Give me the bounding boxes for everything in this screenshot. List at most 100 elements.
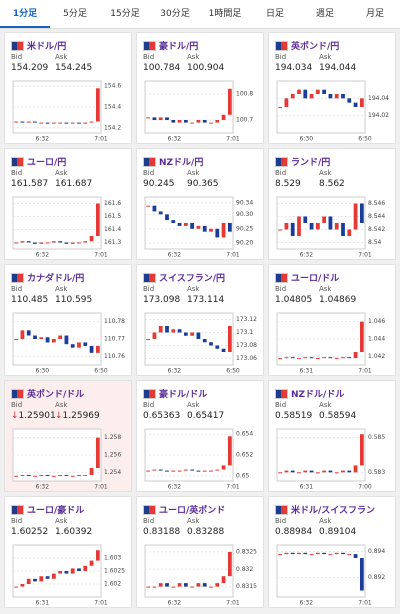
pair-name[interactable]: ランド/円 (291, 158, 331, 168)
x-tick-label: 6:31 (300, 368, 314, 375)
tab[interactable]: 30分足 (160, 9, 190, 19)
pair-name[interactable]: スイスフラン/円 (159, 274, 226, 284)
candle (359, 203, 364, 223)
pair-name[interactable]: カナダドル/円 (27, 274, 85, 284)
ask-price-box: 0.65417 (187, 411, 224, 421)
rate-card[interactable]: スイスフラン/円 Bid Ask 173.098 173.114 173.12 173.1 1… (136, 264, 264, 376)
y-tick-label: 161.4 (104, 226, 121, 233)
rate-card[interactable]: 英ポンド/ドル Bid Ask ↓1.25901 ↓1.25969 1.258 1.256 1… (4, 380, 132, 492)
pair-name[interactable]: 米ドル/円 (27, 42, 67, 52)
rate-card[interactable]: 米ドル/円 Bid Ask 154.209 154.245 154.6 154.4 154.2… (4, 32, 132, 144)
ask-price: 161.687 (55, 179, 93, 189)
x-tick-label: 6:32 (168, 252, 182, 259)
plot-frame (12, 196, 102, 250)
candle (39, 122, 44, 124)
y-tick-label: 0.654 (236, 431, 253, 438)
mini-chart: 0.654 0.652 0.65 6:32 7:01 (144, 428, 253, 491)
pair-name[interactable]: 英ポンド/ドル (27, 390, 85, 400)
candle (146, 339, 151, 340)
ask-label: Ask (55, 285, 68, 293)
tab[interactable]: 月足 (365, 9, 384, 19)
candle (309, 470, 314, 473)
flag-icon (143, 273, 156, 283)
bid-label: Bid (11, 285, 23, 293)
x-tick-label: 7:01 (94, 136, 108, 143)
rate-card[interactable]: 豪ドル/ドル Bid Ask 0.65363 0.65417 0.654 0.652 0.65… (136, 380, 264, 492)
flag-icon (11, 389, 24, 399)
rate-card[interactable]: ランド/円 Bid Ask 8.529 8.562 8.546 8.544 8.542 8.54… (268, 148, 396, 260)
flag-icon (11, 273, 24, 283)
candle (347, 98, 352, 103)
candle (33, 335, 37, 339)
pair-name[interactable]: ユーロ/円 (27, 158, 67, 168)
y-tick-label: 173.12 (236, 316, 257, 323)
rate-card[interactable]: ユーロ/ドル Bid Ask 1.04805 1.04869 1.046 1.044 1.04… (268, 264, 396, 376)
tab[interactable]: 週足 (315, 9, 334, 19)
candle (221, 576, 226, 584)
tab[interactable]: 日足 (265, 9, 284, 19)
ask-price: 0.89104 (319, 527, 357, 537)
candle (171, 329, 176, 333)
candle (297, 552, 301, 555)
mini-chart: 110.78 110.77 110.76 6:30 6:50 (12, 312, 125, 375)
candle (183, 223, 188, 226)
ask-label: Ask (187, 169, 200, 177)
candle (322, 552, 327, 555)
mini-chart: 173.12 173.1 173.08 173.06 6:32 6:50 (144, 312, 257, 375)
x-tick-label: 7:01 (226, 136, 240, 143)
x-tick-label: 7:01 (94, 252, 108, 259)
x-tick-label: 6:32 (168, 484, 182, 491)
pair-name[interactable]: 豪ドル/円 (159, 42, 199, 52)
rate-card[interactable]: カナダドル/円 Bid Ask 110.485 110.595 110.78 110.77 1… (4, 264, 132, 376)
candle (14, 586, 19, 588)
candle (347, 229, 352, 236)
bid-price: 90.245 (143, 179, 175, 189)
y-tick-label: 161.5 (104, 213, 121, 220)
x-tick-label: 6:32 (168, 368, 182, 375)
ask-label: Ask (319, 401, 332, 409)
x-tick-label: 7:01 (358, 600, 372, 607)
bid-price: 8.529 (275, 179, 301, 189)
candle (26, 121, 31, 123)
candle (322, 216, 327, 223)
tab[interactable]: 1時間足 (208, 9, 242, 19)
bid-price: 154.209 (11, 63, 49, 73)
candle (303, 357, 308, 359)
candle (309, 357, 314, 359)
candle (190, 223, 195, 229)
y-tick-label: 100.7 (236, 117, 253, 124)
pair-name[interactable]: 米ドル/スイスフラン (291, 506, 376, 516)
candle (64, 474, 69, 476)
rate-card[interactable]: 米ドル/スイスフラン Bid Ask 0.88984 0.89104 0.894 0.892… (268, 496, 396, 608)
candle (95, 550, 100, 561)
flag-stripe (149, 42, 155, 50)
ask-label: Ask (319, 53, 332, 61)
tab[interactable]: 5分足 (63, 9, 87, 19)
bid-label: Bid (275, 285, 287, 293)
rate-card[interactable]: 豪ドル/円 Bid Ask 100.784 100.904 100.8 100.7 6:32 7… (136, 32, 264, 144)
bid-label: Bid (275, 169, 287, 177)
rate-card[interactable]: ユーロ/英ポンド Bid Ask 0.83188 0.83288 0.8325 0.832 0… (136, 496, 264, 608)
rate-card[interactable]: NZドル/ドル Bid Ask 0.58519 0.58594 0.585 0.583 6:3… (268, 380, 396, 492)
flag-stripe (149, 390, 155, 398)
rate-card[interactable]: ユーロ/豪ドル Bid Ask 1.60252 1.60392 1.603 1.6025 1.… (4, 496, 132, 608)
tab[interactable]: 15分足 (110, 9, 140, 19)
bid-price: 110.485 (11, 295, 49, 305)
pair-name[interactable]: ユーロ/ドル (291, 274, 340, 284)
pair-name[interactable]: ユーロ/豪ドル (27, 506, 85, 516)
rate-card[interactable]: ユーロ/円 Bid Ask 161.587 161.687 161.6 161.5 161.4… (4, 148, 132, 260)
candle (196, 332, 201, 339)
pair-name[interactable]: 豪ドル/ドル (159, 390, 208, 400)
candle (353, 352, 358, 359)
rate-card[interactable]: NZドル/円 Bid Ask 90.245 90.365 90.34 90.30 90.25 9… (136, 148, 264, 260)
tab[interactable]: 1分足 (0, 0, 50, 28)
pair-name[interactable]: ユーロ/英ポンド (159, 506, 226, 516)
candle (341, 94, 345, 99)
ask-label: Ask (187, 53, 200, 61)
candle (14, 475, 19, 477)
pair-name[interactable]: NZドル/ドル (291, 390, 345, 400)
candle (278, 554, 283, 556)
pair-name[interactable]: 英ポンド/円 (291, 42, 340, 52)
pair-name[interactable]: NZドル/円 (159, 158, 204, 168)
rate-card[interactable]: 英ポンド/円 Bid Ask 194.034 194.044 194.04 194.02 6:… (268, 32, 396, 144)
